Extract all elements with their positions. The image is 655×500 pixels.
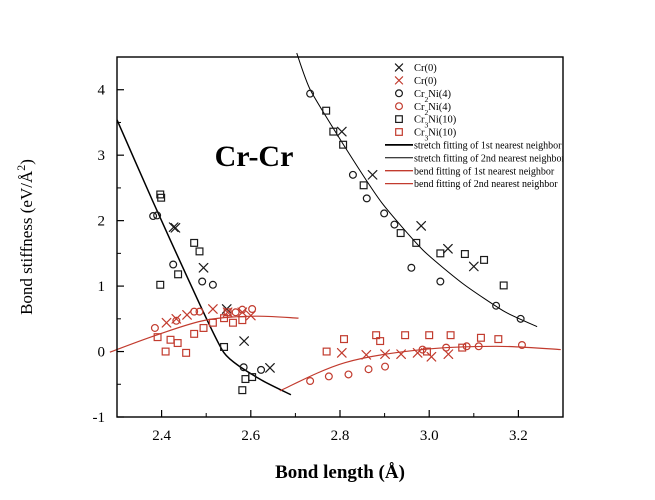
- svg-text:Cr-Cr: Cr-Cr: [215, 140, 294, 173]
- svg-text:bend fitting of 2nd nearest ne: bend fitting of 2nd nearest neighbor: [414, 179, 558, 190]
- svg-text:4: 4: [98, 83, 106, 99]
- svg-text:2.8: 2.8: [331, 428, 350, 444]
- svg-text:Bond stiffness (eV/Å2): Bond stiffness (eV/Å2): [14, 159, 36, 315]
- svg-text:3: 3: [98, 148, 106, 164]
- svg-text:1: 1: [98, 279, 106, 295]
- svg-text:2.4: 2.4: [152, 428, 171, 444]
- svg-text:-1: -1: [93, 410, 106, 426]
- svg-text:bend fitting of 1st nearest ne: bend fitting of 1st nearest neighbor: [414, 166, 555, 177]
- svg-text:stretch fitting of 1st nearest: stretch fitting of 1st nearest neighbor: [414, 141, 562, 152]
- svg-text:2: 2: [98, 214, 106, 230]
- svg-text:stretch fitting of 2nd nearest: stretch fitting of 2nd nearest neighbor: [414, 153, 565, 164]
- svg-text:3.2: 3.2: [509, 428, 528, 444]
- svg-text:Cr(0): Cr(0): [414, 63, 437, 74]
- svg-text:Bond length (Å): Bond length (Å): [275, 462, 405, 483]
- svg-text:3.0: 3.0: [420, 428, 439, 444]
- svg-text:2.6: 2.6: [241, 428, 260, 444]
- svg-text:Cr(0): Cr(0): [414, 76, 437, 87]
- svg-text:0: 0: [98, 345, 106, 361]
